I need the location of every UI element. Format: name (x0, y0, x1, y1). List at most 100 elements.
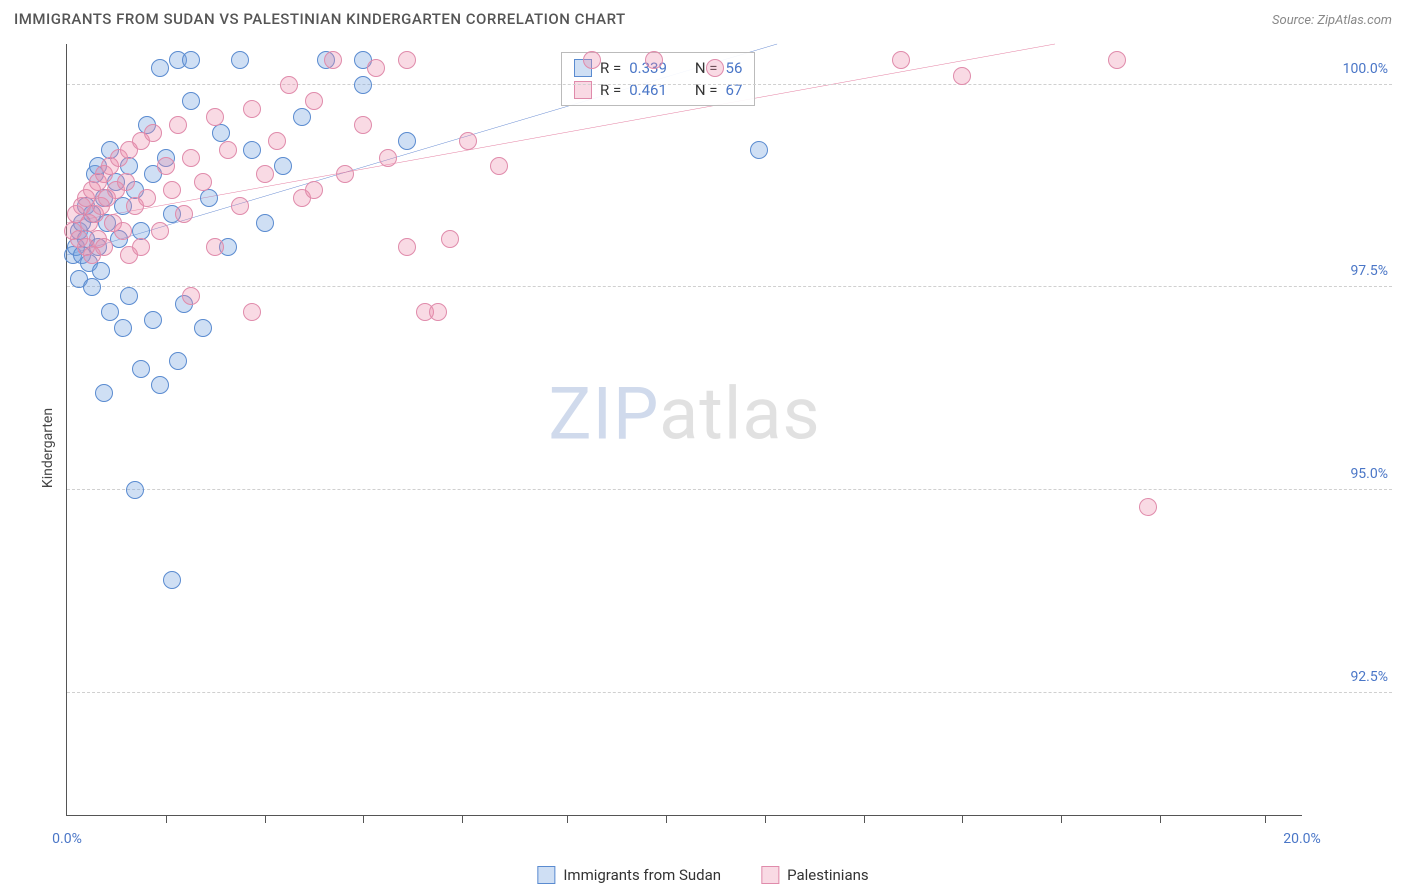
series-legend-label: Immigrants from Sudan (563, 866, 721, 884)
grid-line (67, 489, 1392, 490)
y-tick-label: 92.5% (1318, 669, 1388, 685)
scatter-point (117, 173, 135, 191)
scatter-point (163, 181, 181, 199)
scatter-point (144, 311, 162, 329)
grid-line (67, 286, 1392, 287)
scatter-point (120, 287, 138, 305)
x-tick (363, 815, 364, 823)
legend-row: R =0.461N =67 (562, 79, 754, 101)
scatter-point (182, 92, 200, 110)
watermark-part2: atlas (659, 372, 821, 457)
watermark: ZIPatlas (548, 372, 820, 457)
scatter-point (138, 189, 156, 207)
legend-swatch (761, 866, 779, 884)
scatter-plot: ZIPatlas R =0.339N =56R =0.461N =67 92.5… (66, 44, 1302, 816)
scatter-point (645, 51, 663, 69)
series-legend-item: Immigrants from Sudan (537, 866, 721, 884)
scatter-point (379, 149, 397, 167)
scatter-point (169, 116, 187, 134)
chart-header: IMMIGRANTS FROM SUDAN VS PALESTINIAN KIN… (0, 0, 1406, 36)
scatter-point (114, 222, 132, 240)
scatter-point (151, 376, 169, 394)
x-tick (462, 815, 463, 823)
scatter-point (280, 76, 298, 94)
scatter-point (490, 157, 508, 175)
scatter-point (892, 51, 910, 69)
scatter-point (95, 238, 113, 256)
scatter-point (398, 132, 416, 150)
scatter-point (706, 59, 724, 77)
scatter-point (336, 165, 354, 183)
series-legend: Immigrants from Sudan Palestinians (537, 866, 868, 884)
x-tick (166, 815, 167, 823)
scatter-point (268, 132, 286, 150)
legend-n-value: 56 (726, 59, 743, 77)
scatter-point (114, 319, 132, 337)
scatter-point (206, 238, 224, 256)
scatter-point (126, 481, 144, 499)
scatter-point (83, 278, 101, 296)
x-tick (1061, 815, 1062, 823)
scatter-point (163, 571, 181, 589)
scatter-point (243, 141, 261, 159)
x-tick (864, 815, 865, 823)
scatter-point (92, 262, 110, 280)
x-tick (1160, 815, 1161, 823)
scatter-point (182, 149, 200, 167)
scatter-point (151, 59, 169, 77)
scatter-point (429, 303, 447, 321)
legend-swatch (537, 866, 555, 884)
chart-source: Source: ZipAtlas.com (1272, 13, 1392, 28)
scatter-point (182, 287, 200, 305)
scatter-point (354, 116, 372, 134)
scatter-point (101, 303, 119, 321)
scatter-point (441, 230, 459, 248)
scatter-point (367, 59, 385, 77)
scatter-point (398, 238, 416, 256)
scatter-point (750, 141, 768, 159)
scatter-point (398, 51, 416, 69)
scatter-point (953, 67, 971, 85)
scatter-point (324, 51, 342, 69)
y-tick-label: 100.0% (1318, 61, 1388, 77)
x-tick (962, 815, 963, 823)
scatter-point (157, 157, 175, 175)
scatter-point (354, 76, 372, 94)
scatter-point (194, 173, 212, 191)
scatter-point (305, 181, 323, 199)
scatter-point (175, 205, 193, 223)
scatter-point (459, 132, 477, 150)
scatter-point (206, 108, 224, 126)
watermark-part1: ZIP (548, 372, 659, 457)
scatter-point (305, 92, 323, 110)
scatter-point (151, 222, 169, 240)
scatter-point (274, 157, 292, 175)
scatter-point (132, 360, 150, 378)
scatter-point (256, 165, 274, 183)
legend-r-label: R = (600, 59, 621, 77)
y-axis-label: Kindergarten (40, 408, 56, 488)
x-tick (1265, 815, 1266, 823)
scatter-point (583, 51, 601, 69)
x-tick-label: 0.0% (52, 831, 82, 847)
x-tick (567, 815, 568, 823)
scatter-point (132, 238, 150, 256)
y-tick-label: 97.5% (1318, 263, 1388, 279)
scatter-point (1108, 51, 1126, 69)
scatter-point (231, 51, 249, 69)
scatter-point (231, 197, 249, 215)
scatter-point (144, 124, 162, 142)
series-legend-label: Palestinians (787, 866, 869, 884)
scatter-point (169, 352, 187, 370)
grid-line (67, 692, 1392, 693)
x-tick (765, 815, 766, 823)
scatter-point (200, 189, 218, 207)
grid-line (67, 84, 1392, 85)
scatter-point (182, 51, 200, 69)
scatter-point (293, 108, 311, 126)
trendlines-layer (67, 44, 1302, 815)
scatter-point (95, 384, 113, 402)
scatter-point (243, 100, 261, 118)
series-legend-item: Palestinians (761, 866, 869, 884)
x-tick-label: 20.0% (1283, 831, 1321, 847)
